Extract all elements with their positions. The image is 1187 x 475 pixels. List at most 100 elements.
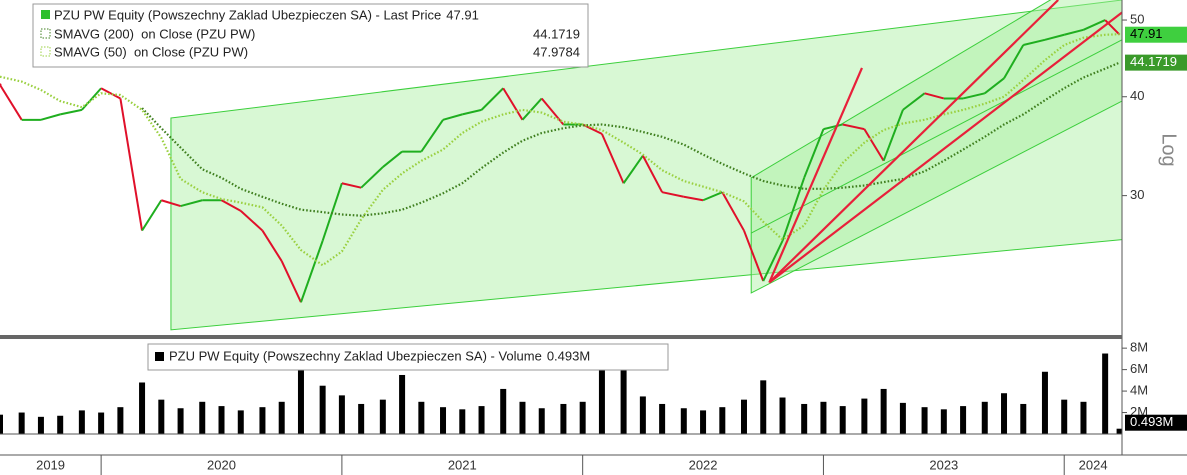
legend-swatch [40,46,51,57]
volume-bar [1001,393,1008,434]
volume-bar [801,403,808,434]
price-segment [984,77,1005,95]
volume-bar [719,407,726,434]
price-tag [1125,26,1187,43]
x-tick-label: 2022 [689,457,718,472]
legend-box [147,343,669,371]
price-segment [261,230,283,262]
price-tag [1125,54,1187,71]
volume-bar [598,361,605,434]
volume-bar [1080,401,1087,434]
trendline [768,11,1122,284]
price-segment [141,199,163,232]
volume-bar [500,388,507,434]
price-segment [360,166,384,189]
price-segment [702,191,723,202]
price-segment [1023,38,1046,46]
volume-bar [861,398,868,434]
volume-bar [78,410,85,434]
y-tick-label: 4M [1130,383,1148,398]
price-segment [924,92,945,100]
volume-bar [158,399,165,434]
price-segment [521,97,543,121]
volume-bar [579,401,586,434]
volume-bar [478,406,485,434]
volume-bar [259,407,266,434]
volume-bar [218,406,225,434]
volume-bar [1020,403,1027,434]
trendline [768,67,863,283]
volume-bar [117,407,124,434]
price-segment [863,128,885,162]
price-tag-label: 44.1719 [1130,54,1177,69]
legend-label: PZU PW Equity (Powszechny Zaklad Ubezpie… [54,7,441,22]
price-segment [321,182,343,242]
volume-bar [779,397,786,434]
volume-bar [839,406,846,434]
x-tick-label: 2020 [207,457,236,472]
volume-plot [0,353,1122,434]
volume-bar [880,388,887,434]
price-segment [1003,44,1025,79]
volume-bar [1061,399,1068,434]
log-label: Log [1158,133,1180,166]
trendline [768,0,1059,284]
volume-bar [1102,353,1109,434]
price-segment [882,109,904,162]
price-segment [300,240,324,303]
price-segment [382,150,403,168]
price-segment [842,123,865,131]
volume-bar [538,408,545,434]
y-tick-label: 40 [1130,88,1144,103]
volume-bar [639,396,646,434]
price-segment [641,155,664,193]
volume-bar [1116,428,1122,434]
volume-bar [940,409,947,434]
price-tag-label: 47.91 [1130,26,1163,41]
price-segment [823,123,843,131]
price-segment [420,119,444,153]
volume-bar [379,399,386,434]
legend-label: SMAVG (50) on Close (PZU PW) [54,44,248,59]
volume-tag [1125,414,1187,431]
price-segment [601,133,625,184]
price-segment [161,199,181,208]
volume-bar [418,401,425,434]
price-segment [119,98,144,231]
x-tick-label: 2023 [929,457,958,472]
volume-bar [459,409,466,434]
price-segment [902,92,926,111]
volume-bar [237,410,244,434]
volume-bar [319,385,326,434]
legend-value: 44.1719 [533,26,580,41]
volume-bar [297,369,304,434]
volume-bar [560,403,567,434]
volume-tag-label: 0.493M [1130,414,1173,429]
y-tick-label: 6M [1130,361,1148,376]
volume-bar [981,401,988,434]
legend-label: PZU PW Equity (Powszechny Zaklad Ubezpie… [169,348,542,363]
price-segment [803,128,825,179]
price-segment [221,199,242,212]
volume-bar [921,407,928,434]
price-segment [0,84,23,121]
volume-bar [358,403,365,434]
volume-bar [440,407,447,434]
legend: PZU PW Equity (Powszechny Zaklad Ubezpie… [32,3,589,68]
legend-swatch [155,352,164,361]
x-tick-label: 2021 [448,457,477,472]
price-segment [1083,19,1106,31]
volume-bar [960,406,967,434]
price-segment [622,155,644,184]
volume-bar [139,382,146,434]
volume-bar [0,414,3,434]
price-segment [502,87,524,121]
y-tick-label: 50 [1130,11,1144,26]
legend-swatch [40,28,51,39]
price-segment [442,113,463,121]
volume-bar [680,408,687,434]
panel-separator [0,335,1122,339]
price-segment [480,87,504,111]
legend-value: 0.493M [547,348,590,363]
